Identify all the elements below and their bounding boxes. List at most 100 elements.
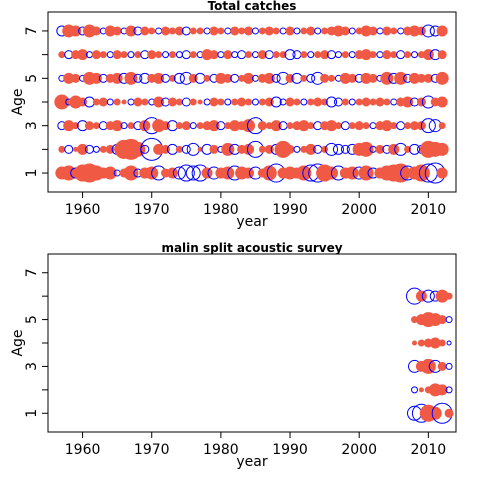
panel-1-bubble-positive: [73, 146, 79, 152]
panel-2-bubble-positive: [436, 384, 448, 396]
panel-1-bubble-negative: [127, 51, 135, 59]
panel-1-bubble-negative: [284, 49, 296, 61]
panel-1-bubble-negative: [376, 51, 384, 59]
panel-1-bubble-negative: [325, 142, 339, 156]
panel-1-bubble-negative: [203, 27, 211, 35]
panel-1-bubble-positive: [84, 121, 94, 131]
panel-1-bubble-negative: [369, 122, 377, 130]
panel-1-x-tick-label: 1980: [203, 202, 239, 218]
panel-1-bubble-positive: [189, 27, 197, 35]
panel-2-bubble-positive: [412, 340, 418, 346]
panel-1-bubble-positive: [175, 145, 183, 153]
panel-1-bubble-negative: [397, 27, 405, 35]
panel-1-bubble-negative: [175, 51, 183, 59]
panel-1-bubble-negative: [231, 51, 239, 59]
panel-1-bubble-positive: [261, 165, 277, 181]
panel-1-bubble-positive: [263, 72, 275, 84]
panel-1-bubble-positive: [285, 144, 295, 154]
panel-1-bubble-negative: [189, 122, 197, 130]
panel-1-bubble-positive: [286, 122, 294, 130]
panel-1-bubble-positive: [340, 26, 350, 36]
panel-1-bubble-positive: [175, 122, 183, 130]
panel-1-bubble-negative: [409, 143, 421, 155]
panel-1-bubble-positive: [258, 145, 266, 153]
panel-1-bubble-positive: [167, 97, 177, 107]
panel-1-y-tick-label: 7: [24, 26, 40, 35]
panel-1-bubble-positive: [435, 142, 449, 156]
panel-1-bubble-positive: [124, 71, 138, 85]
panel-1-bubble-positive: [103, 166, 117, 180]
panel-1-x-axis-label: year: [236, 214, 267, 230]
panel-1-bubble-negative: [64, 144, 74, 154]
panel-1-bubble-positive: [130, 141, 146, 157]
panel-1-bubble-positive: [293, 98, 301, 106]
panel-1-bubble-positive: [245, 98, 253, 106]
panel-2-x-tick-label: 2000: [341, 442, 377, 458]
panel-2-bubble-negative: [411, 386, 419, 394]
panel-1-bubble-positive: [368, 26, 378, 36]
panel-1-bubble-positive: [58, 51, 66, 59]
panel-1-bubble-positive: [321, 145, 329, 153]
panel-1-bubble-positive: [436, 96, 448, 108]
panel-2-y-tick-label: 1: [24, 409, 40, 418]
panel-1-bubble-negative: [292, 50, 302, 60]
panel-1-bubble-positive: [217, 27, 225, 35]
panel-1-bubble-positive: [58, 145, 66, 153]
panel-1-bubble-negative: [348, 27, 356, 35]
panel-1-bubble-positive: [243, 167, 255, 179]
panel-1-bubble-positive: [328, 74, 336, 82]
panel-1-bubble-negative: [155, 27, 163, 35]
panel-1-bubble-positive: [189, 98, 197, 106]
panel-1-y-tick-label: 3: [24, 121, 40, 130]
panel-1-bubble-positive: [112, 50, 122, 60]
panel-1-bubble-positive: [209, 97, 219, 107]
panel-1-bubble-positive: [155, 51, 163, 59]
panel-1-bubble-positive: [242, 119, 256, 133]
panel-1-bubble-positive: [300, 27, 308, 35]
panel-1-bubble-negative: [340, 144, 350, 154]
panel-1-bubble-positive: [404, 122, 412, 130]
panel-1-bubble-positive: [243, 143, 255, 155]
panel-1-bubble-positive: [223, 73, 233, 83]
panel-1-bubble-positive: [238, 27, 246, 35]
panel-2-bubble-negative: [445, 386, 453, 394]
panel-1-bubble-positive: [153, 96, 165, 108]
panel-1-x-tick-label: 2000: [341, 202, 377, 218]
panel-1-bubble-positive: [438, 122, 446, 130]
panel-1-bubble-positive: [209, 144, 219, 154]
panel-1-bubble-negative: [162, 51, 170, 59]
panel-1-bubble-positive: [168, 74, 176, 82]
panel-1-bubble-negative: [396, 50, 406, 60]
panel-1-bubble-negative: [300, 98, 308, 106]
panel-2-bubble-positive: [418, 387, 424, 393]
panel-2-bubble-positive: [445, 292, 453, 300]
panel-2-x-tick-label: 1990: [272, 442, 308, 458]
panel-1-bubble-positive: [175, 98, 183, 106]
panel-1-bubble-positive: [390, 51, 398, 59]
panel-1-bubble-positive: [141, 98, 149, 106]
panel-1-bubble-positive: [153, 72, 165, 84]
panel-1-bubble-positive: [279, 51, 287, 59]
panel-1-bubble-positive: [272, 27, 280, 35]
panel-2-bubble-negative: [421, 289, 435, 303]
panel-1-bubble-positive: [90, 72, 102, 84]
panel-1-bubble-positive: [111, 120, 123, 132]
panel-1-x-tick-label: 1960: [65, 202, 101, 218]
panel-1-bubble-positive: [437, 50, 447, 60]
panel-1-bubble-positive: [125, 25, 137, 37]
panel-1-bubble-positive: [127, 122, 135, 130]
panel-2-plot-frame: [47, 253, 457, 433]
panel-1-bubble-positive: [54, 94, 70, 110]
panel-1-bubble-negative: [420, 118, 436, 134]
panel-1-x-tick-label: 1970: [134, 202, 170, 218]
panel-2-bubble-positive: [444, 408, 454, 418]
panel-1-bubble-positive: [257, 121, 267, 131]
panel-1-bubble-positive: [314, 51, 322, 59]
panel-1-bubble-positive: [140, 26, 150, 36]
panel-2-bubble-positive: [420, 358, 436, 374]
panel-2-y-tick-label: 3: [24, 362, 40, 371]
panel-1-bubble-negative: [307, 51, 315, 59]
panel-1-bubble-positive: [92, 98, 100, 106]
panel-1-bubble-negative: [181, 97, 191, 107]
panel-2-bubble-positive: [438, 339, 446, 347]
